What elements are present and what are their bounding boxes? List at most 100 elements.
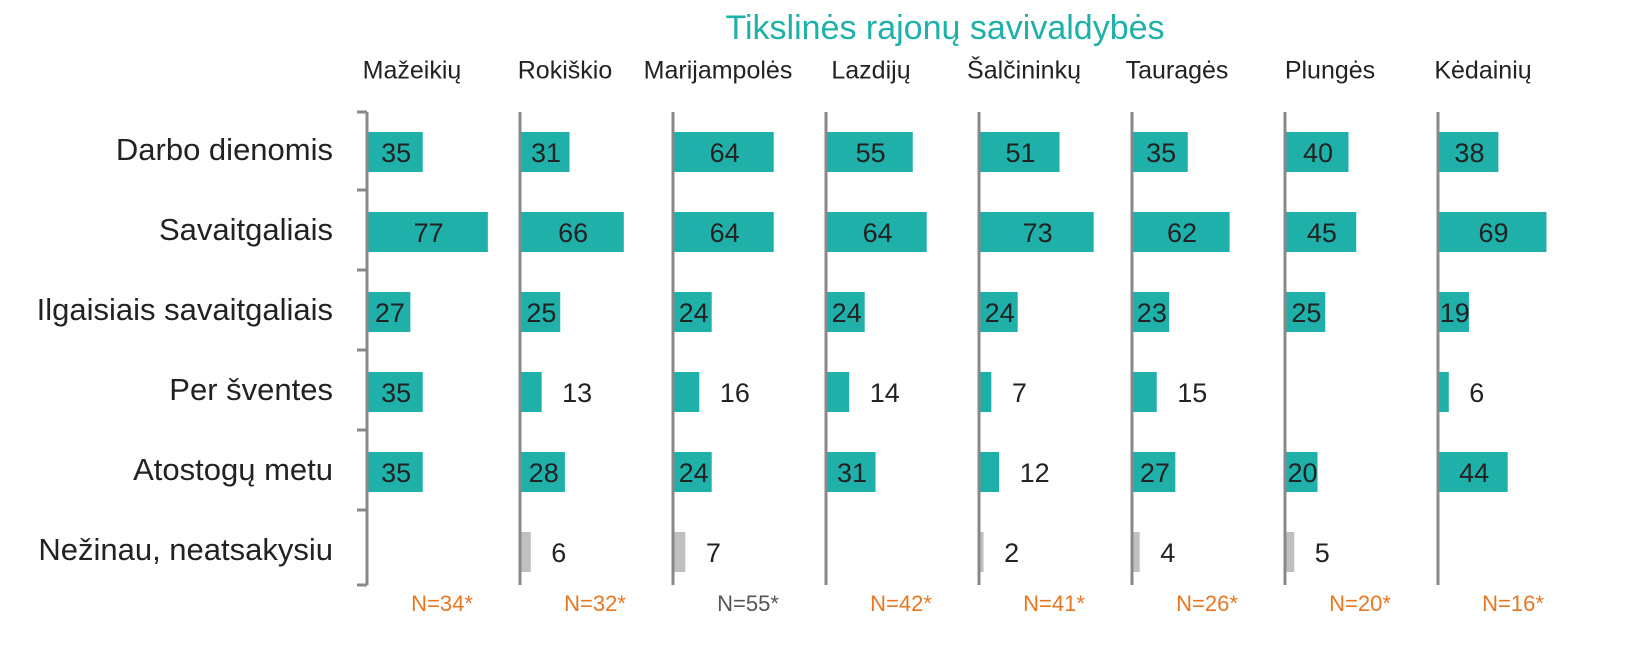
value-label: 24	[832, 298, 862, 328]
value-label: 38	[1454, 138, 1484, 168]
bar	[521, 452, 565, 492]
bar	[980, 532, 984, 572]
category-label: Nežinau, neatsakysiu	[38, 532, 333, 567]
bar	[827, 292, 865, 332]
bar	[1286, 132, 1349, 172]
bar	[368, 292, 411, 332]
bar	[1439, 212, 1547, 252]
bar	[1439, 452, 1508, 492]
value-label: 2	[1004, 538, 1019, 568]
value-label: 66	[558, 218, 588, 248]
bar	[674, 452, 712, 492]
bar	[521, 132, 570, 172]
sample-size: N=32*	[564, 591, 626, 616]
value-label: 51	[1006, 138, 1036, 168]
bar	[1439, 132, 1499, 172]
value-label: 6	[551, 538, 566, 568]
bar	[368, 132, 423, 172]
panel-label: Marijampolės	[644, 57, 793, 85]
value-label: 19	[1440, 298, 1470, 328]
panel-label: Tauragės	[1126, 57, 1229, 85]
chart-title: Tikslinės rajonų savivaldybės	[725, 9, 1164, 47]
bar	[1286, 532, 1295, 572]
bar	[827, 132, 913, 172]
panel-label: Rokiškio	[518, 57, 612, 85]
sample-size: N=16*	[1482, 591, 1544, 616]
bar	[674, 212, 774, 252]
bar	[521, 292, 561, 332]
bar	[827, 372, 850, 412]
value-label: 12	[1020, 458, 1050, 488]
bar	[1439, 292, 1469, 332]
value-label: 40	[1303, 138, 1333, 168]
value-label: 28	[529, 458, 559, 488]
bar	[1133, 132, 1188, 172]
value-label: 35	[381, 458, 411, 488]
bar	[521, 212, 624, 252]
bar	[368, 212, 488, 252]
value-label: 24	[679, 298, 709, 328]
value-label: 27	[1140, 458, 1170, 488]
value-label: 27	[375, 298, 405, 328]
bar	[827, 212, 927, 252]
sample-size: N=20*	[1329, 591, 1391, 616]
value-label: 14	[870, 378, 900, 408]
value-label: 25	[526, 298, 556, 328]
bar	[368, 452, 423, 492]
bar	[1286, 292, 1326, 332]
value-label: 35	[381, 138, 411, 168]
value-label: 4	[1160, 538, 1175, 568]
category-label: Per šventes	[169, 372, 333, 407]
value-label: 35	[381, 378, 411, 408]
value-label: 25	[1291, 298, 1321, 328]
value-label: 64	[710, 218, 740, 248]
value-label: 16	[720, 378, 750, 408]
value-label: 73	[1023, 218, 1053, 248]
value-label: 24	[679, 458, 709, 488]
value-label: 7	[1012, 378, 1027, 408]
panel-label: Plungės	[1285, 57, 1375, 85]
bar	[521, 372, 542, 412]
bar	[980, 372, 992, 412]
category-label: Atostogų metu	[133, 452, 333, 487]
sample-size: N=41*	[1023, 591, 1085, 616]
bar	[980, 452, 1000, 492]
value-label: 55	[856, 138, 886, 168]
panel-label: Lazdijų	[831, 57, 910, 85]
value-label: 24	[985, 298, 1015, 328]
category-label: Ilgaisiais savaitgaliais	[37, 292, 333, 327]
panel-label: Kėdainių	[1434, 57, 1531, 85]
value-label: 13	[562, 378, 592, 408]
category-label: Savaitgaliais	[159, 212, 333, 247]
value-label: 64	[863, 218, 893, 248]
bar	[1133, 372, 1157, 412]
bar	[1133, 452, 1176, 492]
sample-size: N=55*	[717, 591, 779, 616]
value-label: 69	[1478, 218, 1508, 248]
bar	[674, 292, 712, 332]
value-label: 31	[837, 458, 867, 488]
value-label: 62	[1167, 218, 1197, 248]
sample-size: N=42*	[870, 591, 932, 616]
value-label: 77	[414, 218, 444, 248]
panel-label: Šalčininkų	[967, 56, 1081, 85]
bar	[980, 132, 1060, 172]
bar	[827, 452, 876, 492]
bar	[521, 532, 531, 572]
value-label: 23	[1137, 298, 1167, 328]
value-label: 5	[1315, 538, 1330, 568]
value-label: 35	[1146, 138, 1176, 168]
value-label: 64	[710, 138, 740, 168]
sample-size: N=34*	[411, 591, 473, 616]
bar	[1286, 452, 1318, 492]
value-label: 44	[1459, 458, 1489, 488]
bar	[1133, 212, 1230, 252]
bar	[1133, 292, 1170, 332]
value-label: 31	[531, 138, 561, 168]
bar	[980, 212, 1094, 252]
bar	[980, 292, 1018, 332]
bar	[1286, 212, 1357, 252]
bar	[674, 532, 686, 572]
value-label: 6	[1469, 378, 1484, 408]
